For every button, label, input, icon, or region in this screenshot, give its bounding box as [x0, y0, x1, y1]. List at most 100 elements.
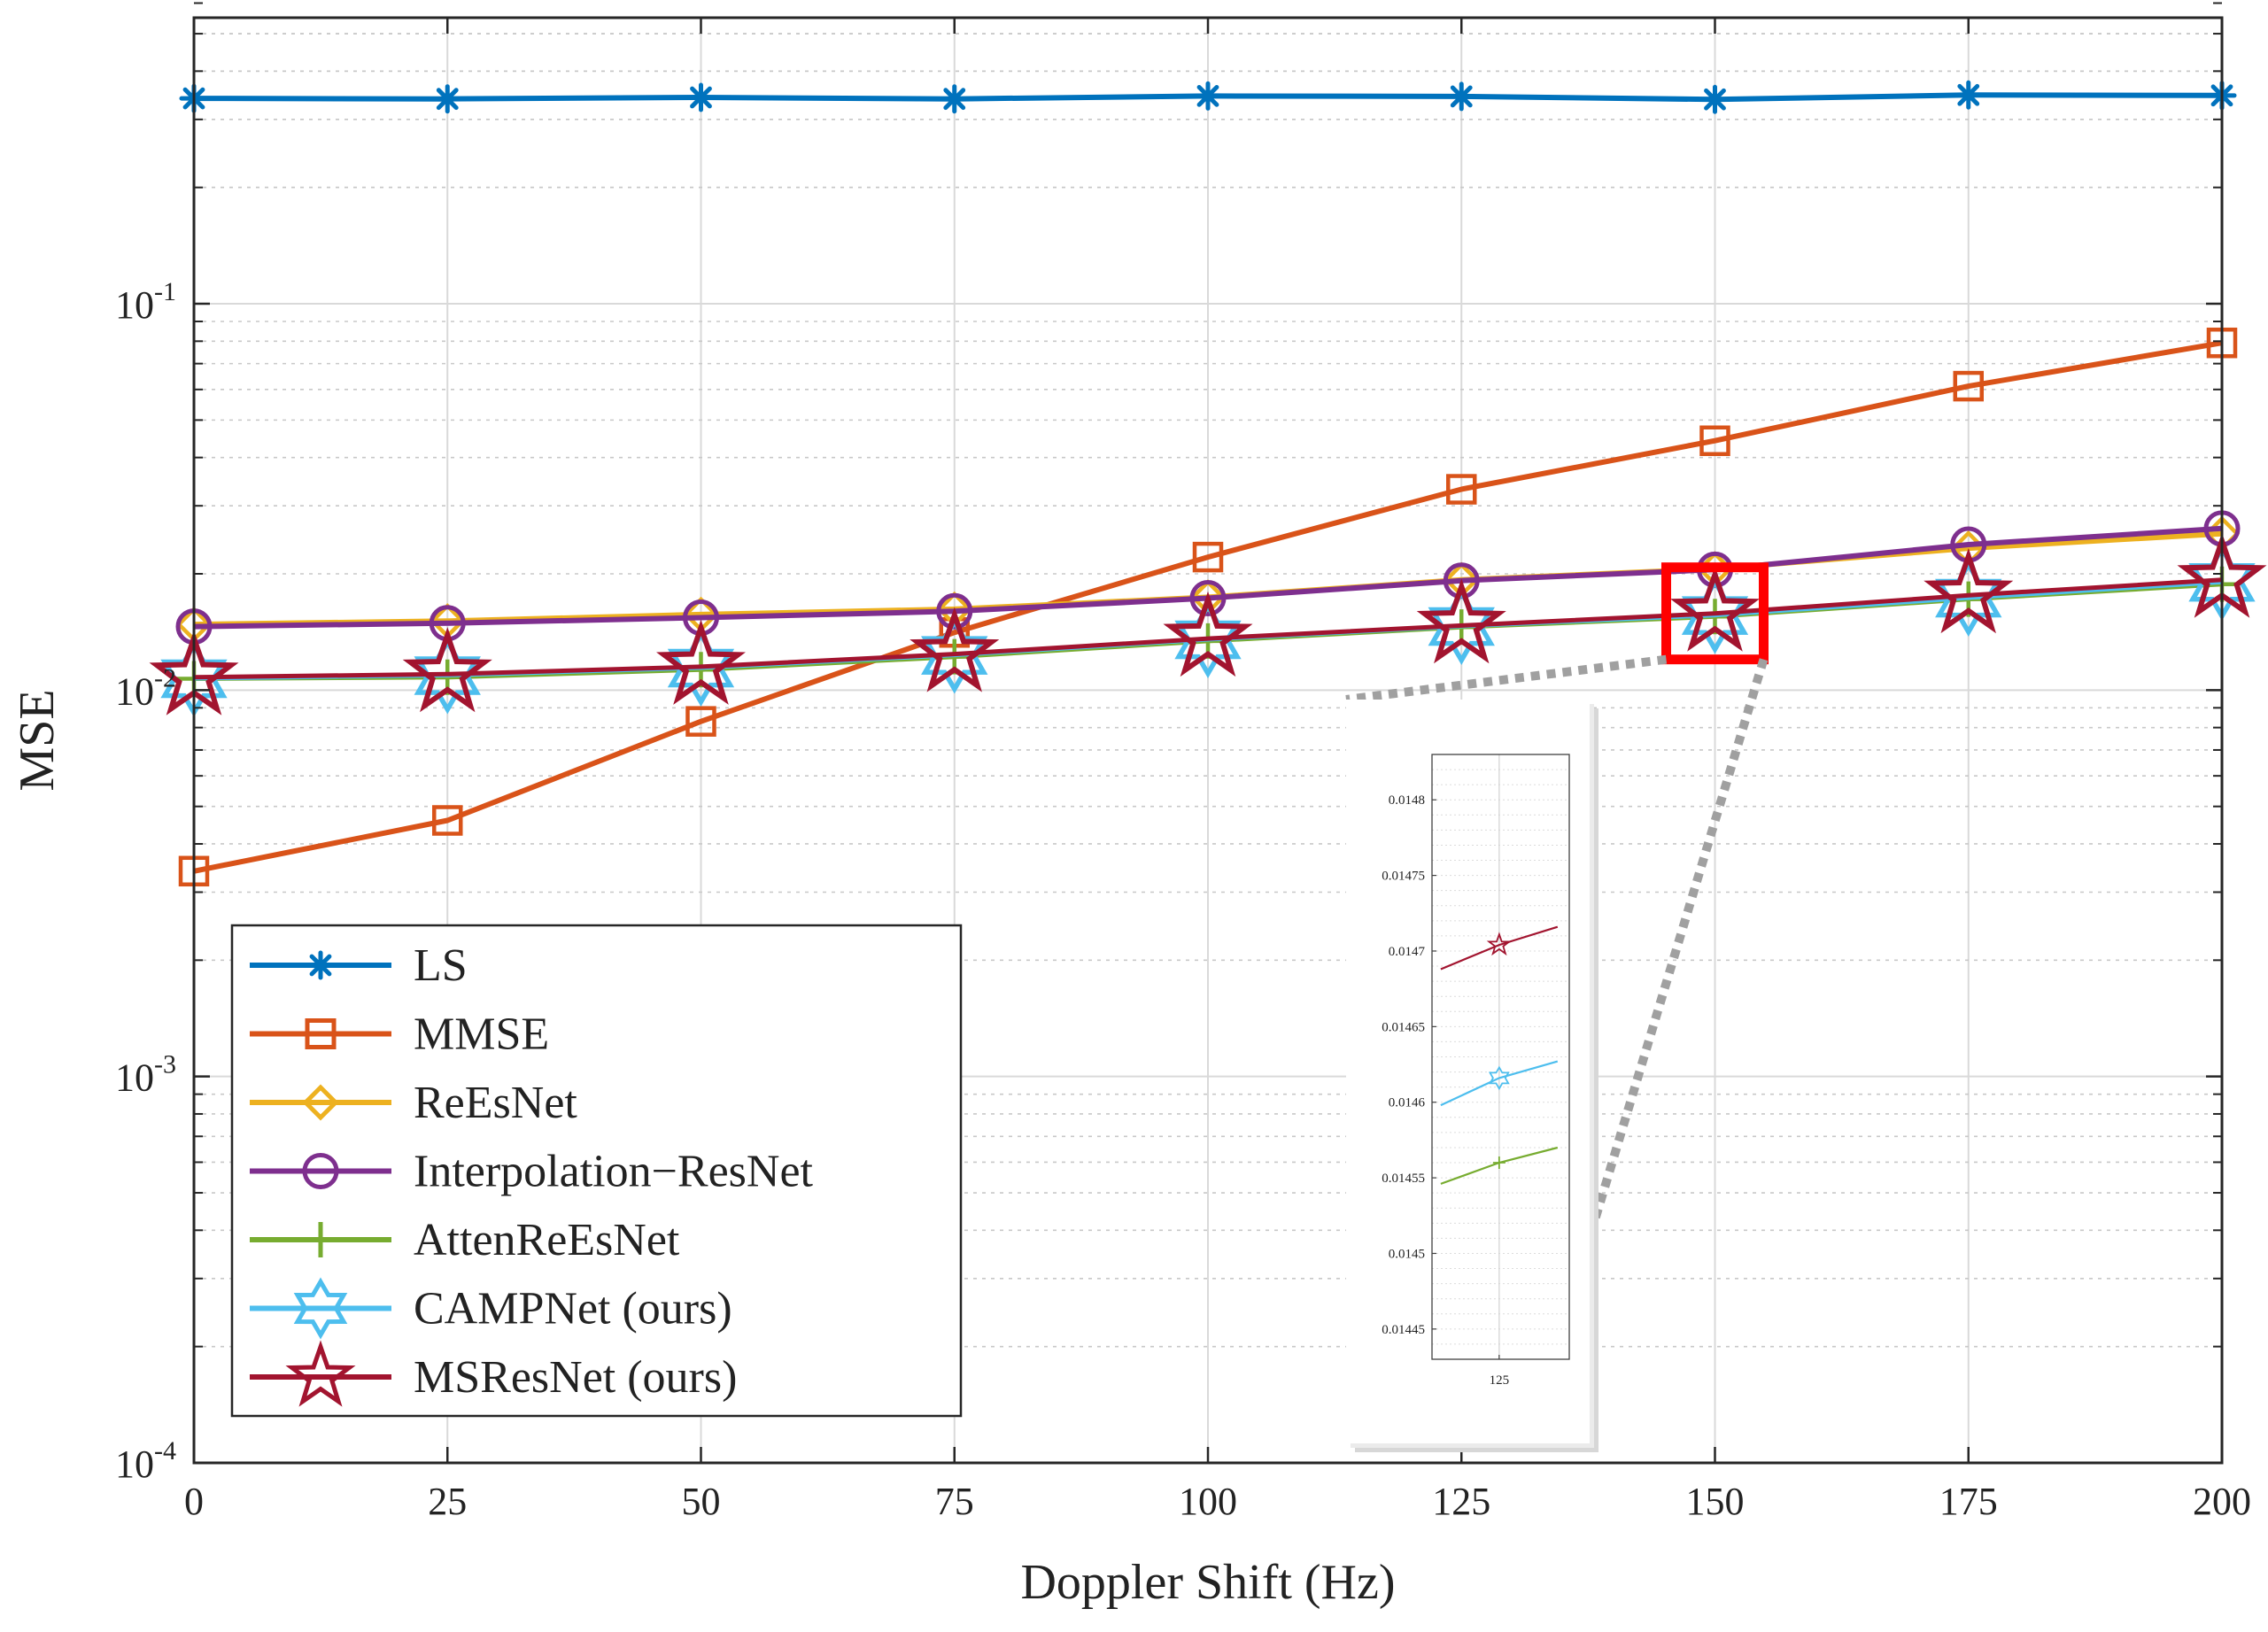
- zoom-highlight-box: [1661, 562, 1769, 665]
- series-msresnet: [149, 532, 2267, 715]
- y-tick-label: 10-4: [115, 1436, 176, 1486]
- y-tick-exponent: -2: [154, 663, 176, 692]
- data-point-ls: [1446, 81, 1476, 112]
- x-tick-label: 0: [184, 1480, 204, 1523]
- legend-marker-reesnet: [302, 1084, 339, 1121]
- y-tick-label: 10-3: [115, 1050, 176, 1100]
- y-tick-exponent: -1: [154, 277, 176, 306]
- inset-x-tick-label: 125: [1490, 1373, 1510, 1388]
- y-tick-exponent: -4: [154, 1436, 176, 1466]
- data-point-msresnet: [402, 627, 492, 713]
- data-point-campnet: [1174, 601, 1242, 678]
- legend-entry-campnet: CAMPNet (ours): [250, 1277, 732, 1340]
- data-point-msresnet: [910, 607, 1000, 692]
- inset-y-tick-label: 0.0146: [1389, 1096, 1426, 1110]
- legend-marker-attenreesnet: [303, 1222, 338, 1257]
- data-point-ls: [940, 84, 970, 114]
- inset-data-point-campnet: [1488, 1065, 1510, 1091]
- legend-marker-mmse: [305, 1018, 337, 1049]
- data-point-ls: [1954, 80, 1984, 110]
- legend-marker-campnet: [293, 1277, 348, 1340]
- data-point-ls: [432, 84, 462, 114]
- data-point-interpolation-resnet: [936, 592, 973, 630]
- series-line-msresnet: [193, 577, 2223, 680]
- inset-y-tick-label: 0.0148: [1389, 793, 1425, 808]
- legend-label-reesnet: ReEsNet: [414, 1078, 577, 1128]
- data-point-mmse: [685, 706, 716, 737]
- data-point-msresnet: [1163, 591, 1253, 677]
- inset-series-line-campnet: [1440, 1060, 1559, 1107]
- y-tick-exponent: -3: [154, 1050, 176, 1079]
- legend-label-mmse: MMSE: [414, 1009, 549, 1060]
- data-point-ls-stroke: [436, 88, 459, 111]
- data-point-msresnet: [1924, 548, 2014, 634]
- data-point-mmse: [1446, 474, 1477, 505]
- x-tick-label: 25: [428, 1480, 467, 1523]
- legend-label-msresnet: MSResNet (ours): [414, 1352, 737, 1403]
- data-point-ls-stroke: [1450, 85, 1473, 108]
- x-tick-label: 175: [1939, 1480, 1998, 1523]
- data-point-interpolation-resnet: [1189, 579, 1227, 616]
- data-point-msresnet: [1670, 566, 1760, 652]
- data-point-campnet: [414, 637, 481, 715]
- data-point-campnet: [921, 616, 988, 694]
- x-tick-label: 125: [1432, 1480, 1490, 1523]
- inset-zoom: 0.01445 0.0145 0.01455 0.0146 0.01465 0.0147 0…: [1345, 654, 1769, 1452]
- legend: LS MMSE ReEsNet Interpolation−ResNet AttenRe…: [230, 924, 963, 1418]
- inset-frame: [1431, 754, 1570, 1360]
- legend-entry-interpolation-resnet: Interpolation−ResNet: [250, 1147, 814, 1197]
- legend-entry-attenreesnet: AttenReEsNet: [250, 1215, 680, 1265]
- inset-series-campnet: [1440, 1060, 1559, 1107]
- inset-data-point-msresnet: [1486, 932, 1512, 956]
- series-line-mmse: [193, 340, 2223, 874]
- x-tick-label: 100: [1179, 1480, 1237, 1523]
- y-tick-base: 10: [115, 283, 154, 327]
- inset-y-tick-label: 0.01445: [1382, 1323, 1425, 1337]
- series-mmse: [178, 327, 2238, 887]
- data-point-msresnet: [656, 619, 746, 705]
- legend-label-interpolation-resnet: Interpolation−ResNet: [414, 1147, 814, 1197]
- legend-label-ls: LS: [414, 940, 468, 991]
- series-group: [149, 80, 2267, 887]
- legend-entry-reesnet: ReEsNet: [250, 1078, 577, 1128]
- inset-y-tick-label: 0.0147: [1389, 945, 1426, 959]
- data-point-mmse: [1953, 370, 1984, 402]
- inset-series-msresnet: [1440, 925, 1559, 971]
- inset-series-line-msresnet: [1440, 925, 1559, 971]
- data-point-ls-stroke: [1196, 84, 1219, 107]
- x-tick-label: 200: [2193, 1480, 2251, 1523]
- x-axis-label: Doppler Shift (Hz): [1020, 1555, 1395, 1610]
- y-tick-base: 10: [115, 1443, 154, 1486]
- legend-marker-interpolation-resnet: [302, 1153, 339, 1189]
- legend-marker-ls: [306, 950, 336, 980]
- inset-y-tick-label: 0.0145: [1389, 1247, 1425, 1261]
- legend-entry-mmse: MMSE: [250, 1009, 549, 1060]
- data-point-ls: [686, 82, 716, 112]
- data-point-ls: [1700, 84, 1730, 114]
- legend-marker-msresnet: [285, 1340, 356, 1407]
- y-tick-label: 10-1: [115, 277, 176, 327]
- data-point-mmse: [432, 805, 463, 836]
- data-point-ls-stroke: [690, 86, 712, 109]
- legend-label-campnet: CAMPNet (ours): [414, 1284, 732, 1334]
- data-point-ls-stroke: [1957, 83, 1980, 106]
- data-point-campnet: [667, 630, 735, 707]
- inset-y-tick-label: 0.01465: [1382, 1020, 1425, 1034]
- data-point-ls-stroke: [943, 88, 966, 111]
- data-point-mmse: [1192, 541, 1224, 573]
- legend-entry-msresnet: MSResNet (ours): [250, 1340, 737, 1407]
- data-point-msresnet: [1416, 578, 1506, 664]
- inset-y-tick-label: 0.01475: [1382, 870, 1425, 884]
- y-tick-base: 10: [115, 1056, 154, 1100]
- data-point-mmse: [1699, 425, 1730, 456]
- inset-series-attenreesnet: [1440, 1146, 1559, 1185]
- legend-entry-ls: LS: [250, 940, 468, 991]
- inset-background: [1346, 700, 1590, 1443]
- legend-label-attenreesnet: AttenReEsNet: [414, 1215, 680, 1265]
- inset-data-point-attenreesnet: [1492, 1156, 1506, 1170]
- data-point-ls-stroke: [1704, 88, 1726, 111]
- data-point-ls: [1193, 81, 1223, 111]
- legend-marker-ls-stroke: [309, 954, 332, 977]
- y-tick-base: 10: [115, 669, 154, 713]
